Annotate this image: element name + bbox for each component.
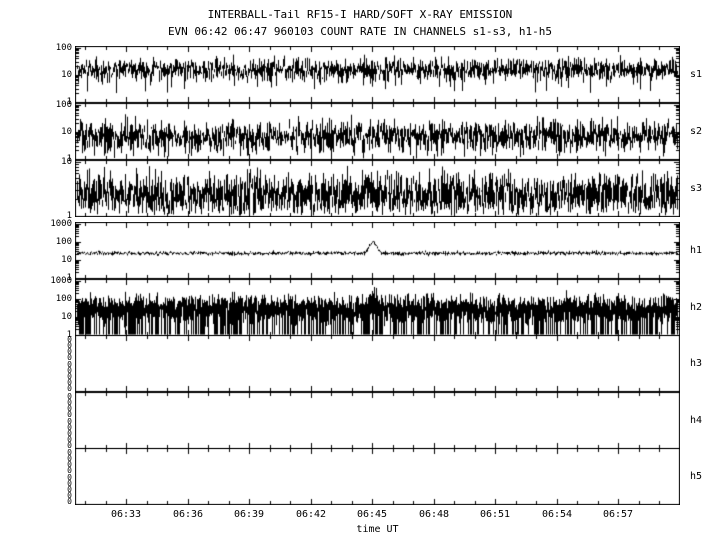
y-tick-label-zero: 0 (67, 429, 72, 438)
y-tick-label: 100 (55, 237, 72, 247)
panel-canvas-h2 (75, 279, 680, 336)
panel-canvas-h4 (75, 392, 680, 449)
y-tick-label-zero: 0 (67, 435, 72, 444)
y-tick-label-zero: 0 (67, 372, 72, 381)
y-tick-label-zero: 0 (67, 353, 72, 362)
channel-label-s3: s3 (690, 183, 703, 194)
y-tick-label-zero: 0 (67, 491, 72, 500)
y-tick-label: 1000 (50, 219, 72, 229)
channel-label-s2: s2 (690, 126, 703, 137)
y-tick-label: 1 (66, 97, 72, 107)
x-tick-label: 06:57 (602, 509, 634, 520)
y-tick-label: 10 (61, 127, 72, 137)
y-tick-label-zero: 0 (67, 392, 72, 401)
y-tick-label-zero: 0 (67, 466, 72, 475)
y-tick-label-zero: 0 (67, 473, 72, 482)
x-tick-label: 06:54 (541, 509, 573, 520)
y-tick-label-zero: 0 (67, 417, 72, 426)
y-tick-label: 100 (55, 43, 72, 53)
channel-label-h1: h1 (690, 245, 703, 256)
y-tick-label-zero: 0 (67, 335, 72, 344)
panel-canvas-s3 (75, 160, 680, 217)
panel-s3 (75, 160, 680, 217)
y-tick-label: 10 (61, 312, 72, 322)
y-tick-label-zero: 0 (67, 398, 72, 407)
channel-label-h5: h5 (690, 471, 703, 482)
y-tick-label-zero: 0 (67, 378, 72, 387)
y-tick-label-zero: 0 (67, 410, 72, 419)
panel-h3 (75, 335, 680, 392)
y-tick-label-zero: 0 (67, 360, 72, 369)
x-tick-label: 06:45 (356, 509, 388, 520)
y-tick-label-zero: 0 (67, 479, 72, 488)
y-tick-label-zero: 0 (67, 441, 72, 450)
y-tick-label: 100 (55, 100, 72, 110)
y-tick-label-zero: 0 (67, 497, 72, 506)
y-tick-label: 1000 (50, 276, 72, 286)
panel-s2 (75, 103, 680, 160)
panel-canvas-s1 (75, 46, 680, 103)
y-tick-label: 1 (66, 273, 72, 283)
y-tick-label: 1 (66, 154, 72, 164)
y-tick-label: 10 (61, 157, 72, 167)
y-tick-label: 100 (55, 294, 72, 304)
chart-subtitle: EVN 06:42 06:47 960103 COUNT RATE IN CHA… (167, 25, 553, 38)
y-tick-label: 1 (66, 330, 72, 340)
y-tick-label: 10 (61, 70, 72, 80)
x-tick-label: 06:33 (110, 509, 142, 520)
y-tick-label-zero: 0 (67, 454, 72, 463)
x-axis-title: time UT (356, 524, 399, 535)
x-tick-label: 06:51 (479, 509, 511, 520)
y-tick-label-zero: 0 (67, 366, 72, 375)
y-tick-label: 10 (61, 255, 72, 265)
panel-canvas-h1 (75, 222, 680, 279)
y-tick-label-zero: 0 (67, 341, 72, 350)
channel-label-h4: h4 (690, 415, 703, 426)
panel-h2 (75, 279, 680, 336)
y-tick-label-zero: 0 (67, 384, 72, 393)
y-tick-label-zero: 0 (67, 423, 72, 432)
y-tick-label-zero: 0 (67, 347, 72, 356)
x-tick-label: 06:42 (295, 509, 327, 520)
channel-label-h2: h2 (690, 302, 703, 313)
panel-h4 (75, 392, 680, 449)
y-tick-label-zero: 0 (67, 404, 72, 413)
panel-canvas-h3 (75, 335, 680, 392)
panel-h5 (75, 448, 680, 505)
y-tick-label-zero: 0 (67, 460, 72, 469)
panel-canvas-h5 (75, 448, 680, 505)
x-tick-label: 06:48 (418, 509, 450, 520)
panel-s1 (75, 46, 680, 103)
chart-title: INTERBALL-Tail RF15-I HARD/SOFT X-RAY EM… (207, 8, 513, 21)
x-tick-label: 06:36 (172, 509, 204, 520)
channel-label-h3: h3 (690, 358, 703, 369)
panel-canvas-s2 (75, 103, 680, 160)
panel-h1 (75, 222, 680, 279)
channel-label-s1: s1 (690, 69, 703, 80)
x-tick-label: 06:39 (233, 509, 265, 520)
y-tick-label-zero: 0 (67, 485, 72, 494)
y-tick-label: 1 (66, 211, 72, 221)
y-tick-label-zero: 0 (67, 448, 72, 457)
